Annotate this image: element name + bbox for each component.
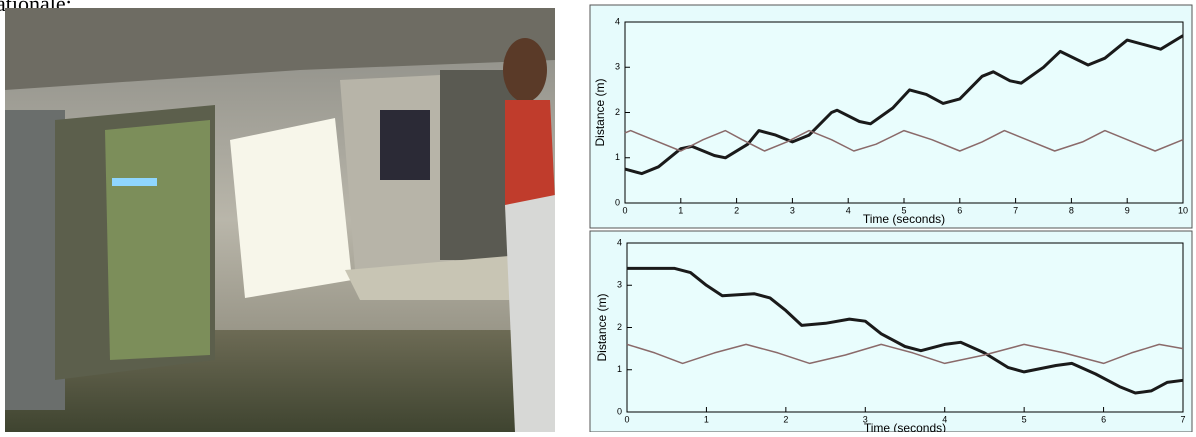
- x-tick-label: 9: [1125, 205, 1130, 215]
- x-tick-label: 7: [1013, 205, 1018, 215]
- x-tick-label: 1: [704, 414, 709, 424]
- x-tick-label: 2: [734, 205, 739, 215]
- x-tick-label: 3: [790, 205, 795, 215]
- y-tick-label: 3: [617, 280, 622, 290]
- y-tick-label: 4: [617, 237, 622, 247]
- y-tick-label: 0: [615, 197, 620, 207]
- y-axis-label: Distance (m): [595, 293, 609, 361]
- x-axis-label: Time (seconds): [863, 212, 945, 226]
- plot-area: [626, 242, 1184, 413]
- x-tick-label: 7: [1180, 414, 1185, 424]
- x-tick-label: 3: [863, 414, 868, 424]
- x-tick-label: 4: [846, 205, 851, 215]
- x-tick-label: 8: [1069, 205, 1074, 215]
- x-tick-label: 1: [678, 205, 683, 215]
- data-line: [626, 343, 1184, 365]
- y-tick-label: 1: [615, 152, 620, 162]
- y-tick-label: 2: [615, 107, 620, 117]
- data-line: [624, 129, 1184, 152]
- x-tick-label: 2: [783, 414, 788, 424]
- data-line: [627, 266, 1184, 395]
- y-tick-label: 3: [615, 62, 620, 72]
- y-tick-label: 0: [617, 406, 622, 416]
- x-tick-label: 0: [622, 205, 627, 215]
- photo: [5, 8, 555, 432]
- x-tick-label: 0: [624, 414, 629, 424]
- y-tick-label: 1: [617, 364, 622, 374]
- plot-area: [624, 21, 1184, 204]
- x-tick-label: 10: [1178, 205, 1188, 215]
- x-tick-label: 6: [957, 205, 962, 215]
- data-line: [624, 34, 1184, 176]
- x-tick-label: 5: [901, 205, 906, 215]
- x-tick-label: 6: [1101, 414, 1106, 424]
- x-tick-label: 5: [1022, 414, 1027, 424]
- x-tick-label: 4: [942, 414, 947, 424]
- y-tick-label: 4: [615, 16, 620, 26]
- y-tick-label: 2: [617, 322, 622, 332]
- y-axis-label: Distance (m): [593, 78, 607, 146]
- x-axis-label: Time (seconds): [864, 421, 946, 432]
